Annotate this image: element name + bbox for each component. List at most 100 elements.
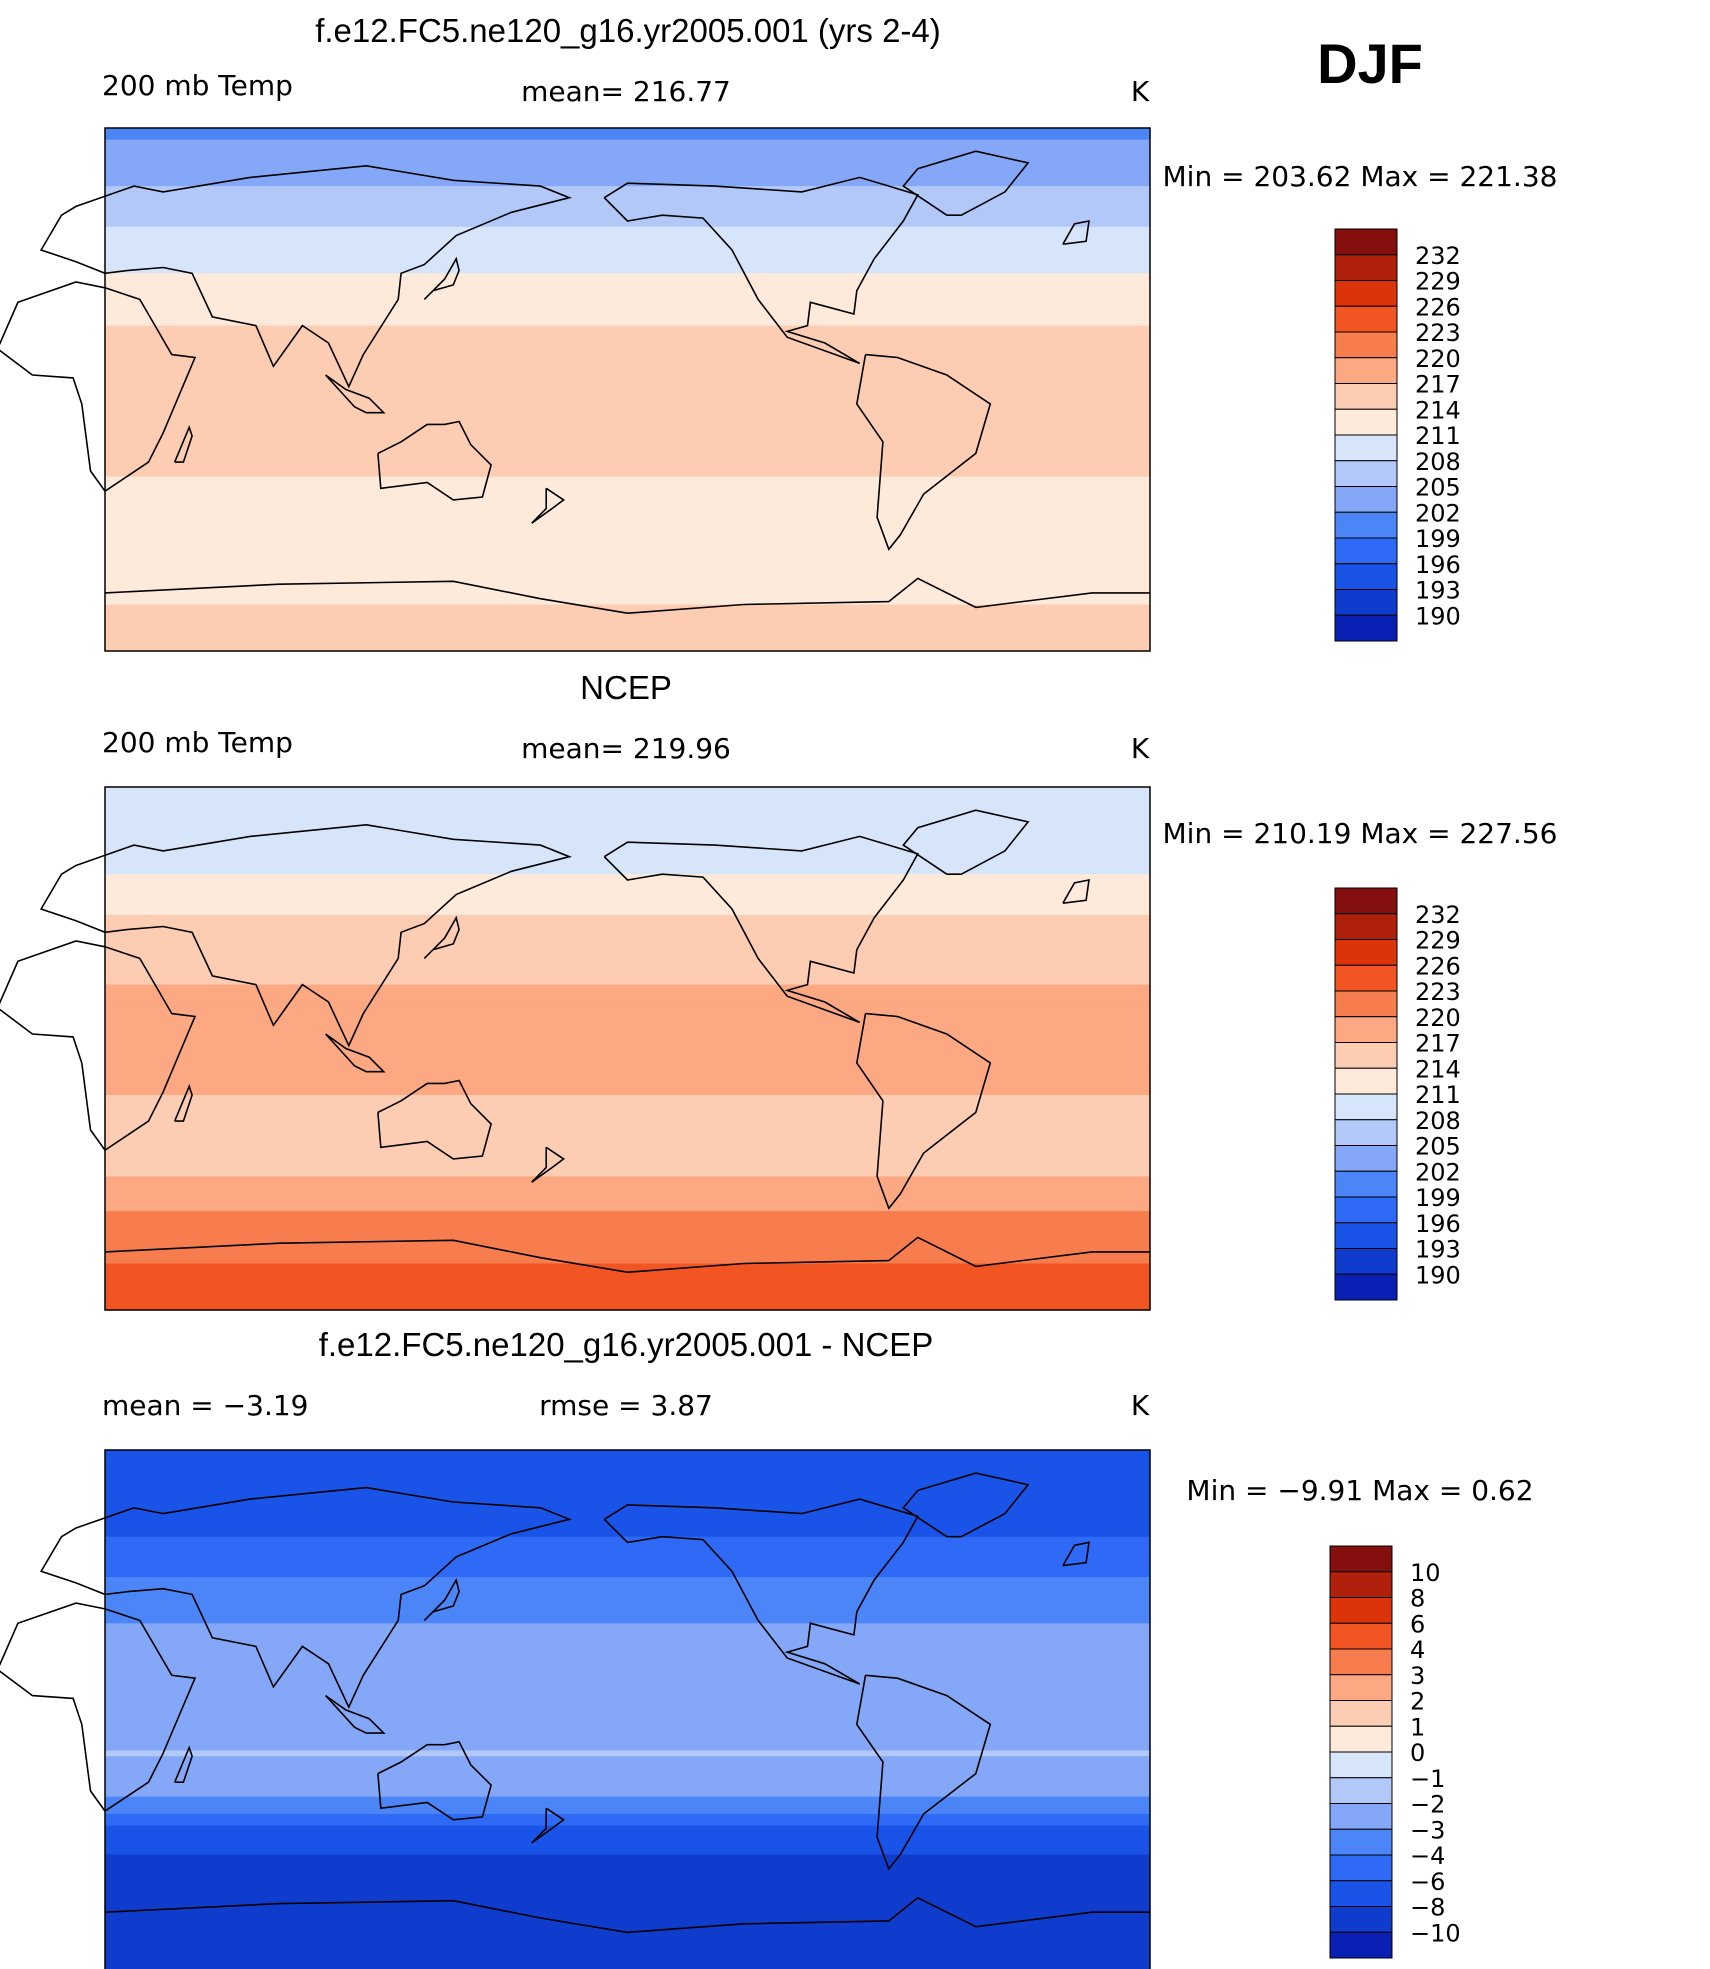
- colorbar-tick-label: 208: [1415, 1107, 1461, 1135]
- coastline: [423, 256, 460, 300]
- contour-band: [105, 604, 1150, 611]
- contour-band: [105, 1048, 1150, 1055]
- colorbar-tick-label: 193: [1415, 1236, 1461, 1264]
- contour-band: [105, 955, 1150, 962]
- contour-band: [105, 1738, 1150, 1746]
- colorbar-box: [1334, 1248, 1398, 1275]
- colorbar-box: [1334, 589, 1398, 616]
- contour-band: [105, 354, 1150, 362]
- colorbar-tick-label: 214: [1415, 1055, 1461, 1083]
- contour-band: [105, 1779, 1150, 1786]
- contour-band: [105, 879, 1150, 887]
- contour-band: [105, 302, 1150, 309]
- contour-band: [105, 1935, 1150, 1942]
- contour-band: [105, 1019, 1150, 1026]
- colorbar-tick-label: 226: [1415, 293, 1461, 321]
- coastline: [423, 915, 460, 959]
- colorbar-box: [1334, 1222, 1398, 1249]
- colorbar-tick-label: 0: [1410, 1739, 1425, 1767]
- coastline: [39, 823, 572, 1048]
- coastline: [39, 164, 572, 389]
- contour-band: [105, 133, 1150, 141]
- contour-band: [105, 1629, 1150, 1636]
- coastline: [531, 1146, 565, 1183]
- mean-label: mean= 216.77: [521, 75, 731, 108]
- colorbar-box: [1334, 1016, 1398, 1043]
- contour-band: [105, 1721, 1150, 1728]
- coastline: [423, 1577, 460, 1621]
- contour-band: [105, 850, 1150, 858]
- contour-band: [105, 1606, 1150, 1613]
- coastline: [377, 1740, 492, 1821]
- contour-band: [105, 804, 1150, 811]
- contour-band: [105, 128, 1150, 135]
- colorbar-tick-label: 220: [1415, 345, 1461, 373]
- contour-band: [105, 395, 1150, 402]
- contour-band: [105, 1889, 1150, 1896]
- colorbar-tick-label: 199: [1415, 1184, 1461, 1212]
- contour-band: [105, 1484, 1150, 1492]
- contour-band: [105, 972, 1150, 980]
- contour-band: [105, 1733, 1150, 1740]
- contour-band: [105, 1007, 1150, 1015]
- contour-band: [105, 476, 1150, 484]
- colorbar-tick-label: 10: [1410, 1559, 1441, 1587]
- contour-map: [0, 786, 1151, 1311]
- contour-band: [105, 1013, 1150, 1021]
- contour-band: [105, 348, 1150, 356]
- contour-band: [105, 1542, 1150, 1549]
- colorbar-box: [1334, 964, 1398, 992]
- contour-band: [105, 1692, 1150, 1700]
- contour-band: [105, 1814, 1150, 1821]
- contour-band: [105, 810, 1150, 817]
- colorbar-tick-label: 193: [1415, 577, 1461, 605]
- colorbar-box: [1334, 1196, 1398, 1224]
- contour-band: [105, 874, 1150, 881]
- contour-band: [105, 139, 1150, 147]
- colorbar-tick-label: 196: [1415, 551, 1461, 579]
- contour-band: [105, 1071, 1150, 1079]
- contour-band: [105, 517, 1150, 524]
- contour-band: [105, 903, 1150, 910]
- contour-band: [105, 1077, 1150, 1084]
- colorbar-tick-label: 202: [1415, 499, 1461, 527]
- contour-band: [105, 978, 1150, 986]
- contour-band: [105, 792, 1150, 800]
- contour-band: [105, 1842, 1150, 1850]
- contour-band: [105, 540, 1150, 547]
- colorbar-tick-label: 190: [1415, 602, 1461, 630]
- contour-band: [105, 1129, 1150, 1137]
- contour-band: [105, 174, 1150, 181]
- contour-band: [105, 798, 1150, 806]
- contour-band: [105, 1946, 1150, 1954]
- colorbar-box: [1329, 1597, 1393, 1624]
- contour-band: [105, 575, 1150, 582]
- contour-band: [105, 1124, 1150, 1131]
- colorbar-box: [1334, 1145, 1398, 1172]
- coastline: [173, 1745, 193, 1783]
- contour-band: [105, 546, 1150, 553]
- contour-band: [105, 343, 1150, 350]
- colorbar-box: [1334, 1273, 1398, 1301]
- contour-band: [105, 816, 1150, 823]
- contour-band: [105, 1211, 1150, 1218]
- contour-band: [105, 255, 1150, 263]
- contour-band: [105, 1496, 1150, 1503]
- colorbar-box: [1329, 1777, 1393, 1804]
- colorbar-tick-label: 202: [1415, 1158, 1461, 1186]
- colorbar-box: [1334, 1119, 1398, 1146]
- contour-band: [105, 1681, 1150, 1688]
- contour-band: [105, 1153, 1150, 1160]
- colorbar-box: [1334, 614, 1398, 642]
- contour-band: [105, 273, 1150, 280]
- contour-band: [105, 145, 1150, 152]
- contour-band: [105, 1634, 1150, 1642]
- colorbar-box: [1334, 434, 1398, 462]
- contour-band: [105, 1519, 1150, 1526]
- colorbar-box: [1329, 1751, 1393, 1779]
- contour-band: [105, 1710, 1150, 1717]
- contour-band: [105, 833, 1150, 840]
- contour-band: [105, 220, 1150, 228]
- coastline: [104, 577, 1150, 615]
- contour-band: [105, 191, 1150, 199]
